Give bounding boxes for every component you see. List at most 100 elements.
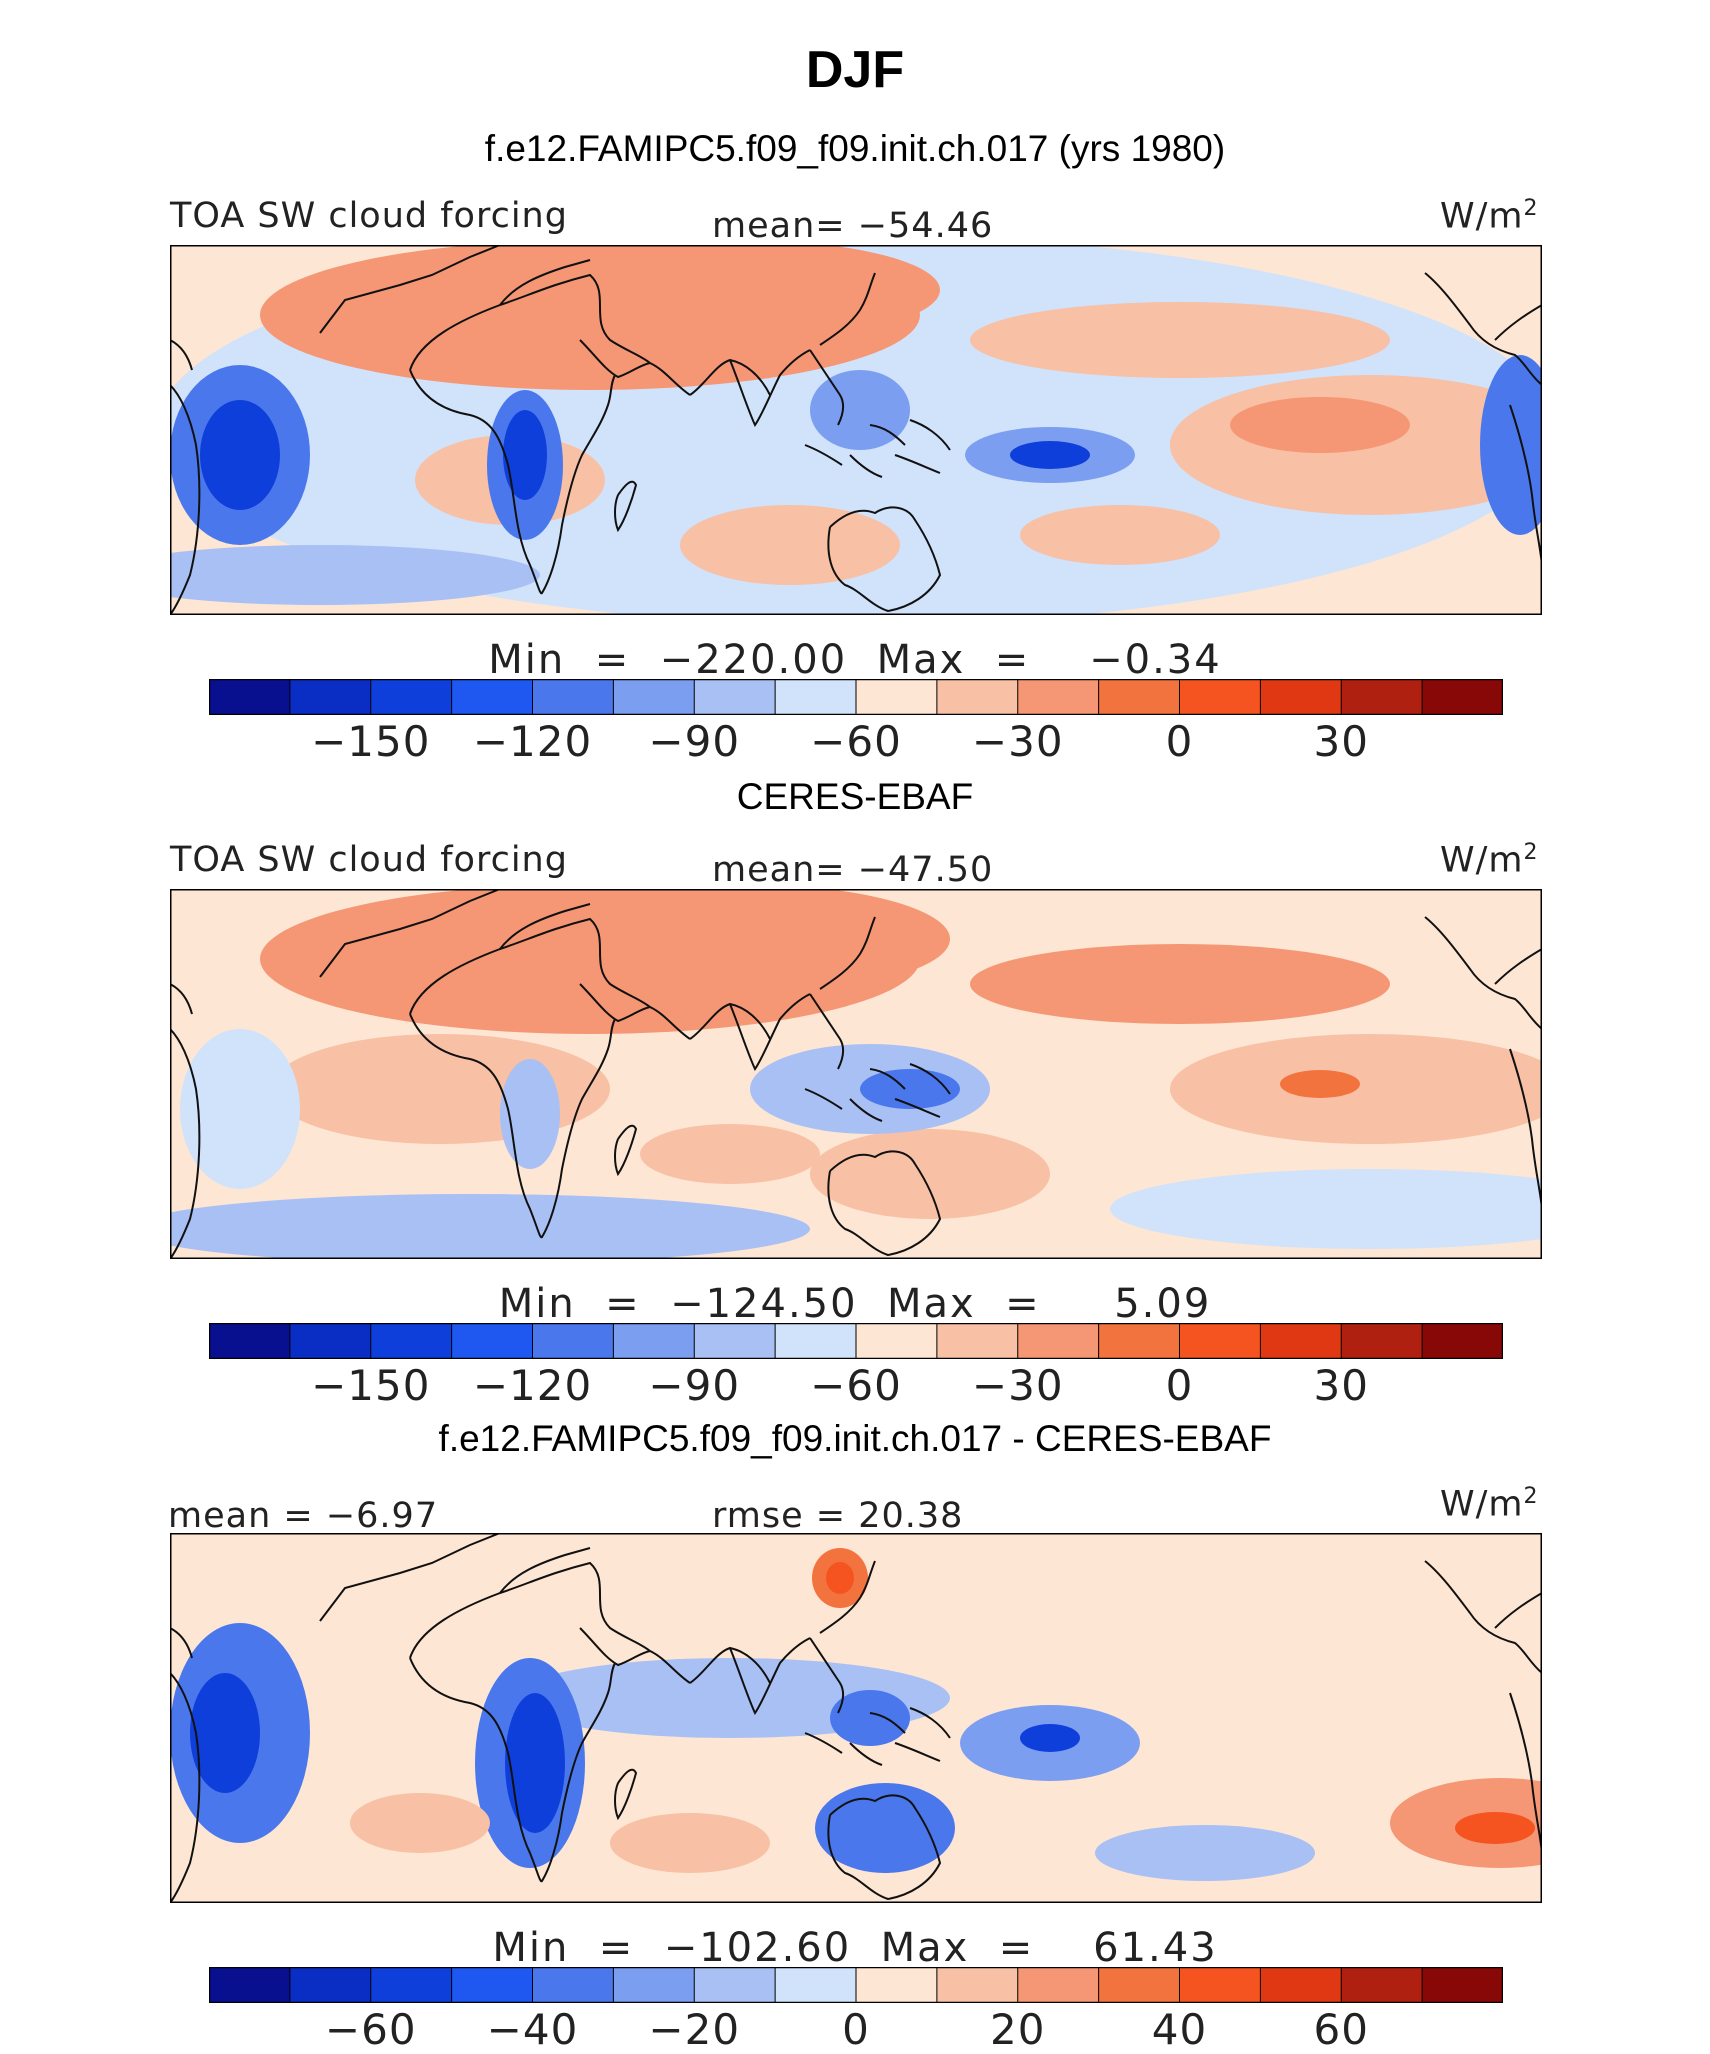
coastline: [170, 983, 193, 1015]
contour-region: [810, 370, 910, 450]
panel-2-map: [170, 889, 1542, 1259]
colorbar-box: [1179, 678, 1262, 716]
contour-region: [970, 302, 1390, 378]
contour-region: [1455, 1812, 1535, 1844]
panel-1-minmax: Min = −220.00 Max = −0.34: [488, 637, 1222, 683]
colorbar-tick-label: −30: [971, 1361, 1064, 1410]
colorbar-box: [1340, 678, 1424, 716]
coastline: [409, 1561, 651, 1659]
coastline: [579, 1627, 691, 1684]
colorbar-box: [1017, 1966, 1100, 2004]
map-frame: [170, 1533, 1542, 1903]
panel-3-map: [170, 1533, 1542, 1903]
coastline: [827, 506, 942, 613]
coastline: [1494, 948, 1542, 985]
panel-2-colorbar: [208, 1322, 1504, 1360]
coastline: [809, 349, 845, 426]
colorbar-box: [1421, 678, 1504, 716]
colorbar-frame: [208, 1966, 1504, 2004]
colorbar-tick-label: −60: [324, 2005, 417, 2054]
coastline: [819, 272, 876, 346]
colorbar-box: [289, 678, 372, 716]
colorbar-box: [1098, 678, 1181, 716]
contour-region: [505, 1693, 565, 1833]
coastline: [499, 1547, 591, 1594]
contour-region: [180, 1029, 300, 1189]
panel-3-header: f.e12.FAMIPC5.f09_f09.init.ch.017 - CERE…: [438, 1418, 1272, 1459]
panel-3-rmse-label: rmse = 20.38: [712, 1496, 964, 1536]
coastline: [1509, 1692, 1542, 1854]
coastline: [170, 1672, 201, 1903]
colorbar-tick-label: −20: [648, 2005, 741, 2054]
colorbar-tick-label: 30: [1313, 717, 1369, 766]
coastline: [827, 1794, 942, 1901]
panel-1-colorbar: [208, 678, 1504, 716]
colorbar-box: [451, 678, 534, 716]
coastline: [849, 1742, 883, 1766]
coastline: [1509, 404, 1542, 566]
colorbar-tick-label: −90: [648, 717, 741, 766]
coastline: [579, 983, 691, 1040]
colorbar-tick-label: 30: [1313, 1361, 1369, 1410]
colorbar-box: [208, 1322, 291, 1360]
colorbar-tick-label: 0: [1165, 717, 1194, 766]
contour-region: [1110, 1169, 1542, 1249]
contour-region: [810, 1129, 1050, 1219]
coastline: [319, 245, 501, 334]
coastlines: [170, 889, 1542, 1259]
panel-2-header: CERES-EBAF: [736, 776, 974, 817]
coastline: [409, 273, 651, 371]
coastline: [409, 1657, 616, 1883]
colorbar-box: [451, 1966, 534, 2004]
coastline: [804, 444, 843, 466]
colorbar-box: [1421, 1322, 1504, 1360]
colorbar-box: [693, 1322, 777, 1360]
coastline: [809, 993, 845, 1070]
coastline: [1494, 1592, 1542, 1629]
colorbar-box: [532, 1966, 615, 2004]
coastline: [849, 454, 883, 478]
colorbar-box: [1179, 1322, 1262, 1360]
colorbar-frame: [208, 678, 1504, 716]
coastline: [729, 1637, 811, 1715]
colorbar-box: [774, 1322, 857, 1360]
contour-region: [815, 1783, 955, 1873]
coastline: [827, 1150, 942, 1257]
panel-3-colorbar: [208, 1966, 1504, 2004]
contour-region: [350, 1793, 490, 1853]
colorbar-svg: [208, 1322, 1504, 1360]
coastline: [804, 1732, 843, 1754]
colorbar-box: [370, 1322, 453, 1360]
contour-region: [830, 1690, 910, 1746]
panel-1-map: [170, 245, 1542, 615]
colorbar-frame: [208, 1322, 1504, 1360]
coastline: [170, 1028, 201, 1259]
contour-region: [503, 410, 547, 500]
colorbar-svg: [208, 1966, 1504, 2004]
coastline: [409, 1013, 616, 1239]
coastline: [869, 424, 906, 446]
colorbar-box: [208, 678, 291, 716]
coastline: [1494, 304, 1542, 341]
contour-region: [190, 1673, 260, 1793]
coastline: [1424, 1560, 1542, 1674]
coastline: [809, 1637, 845, 1714]
colorbar-box: [612, 1966, 696, 2004]
contour-region: [540, 245, 940, 340]
coastline: [1424, 272, 1542, 386]
coastline: [729, 349, 811, 427]
coastline: [894, 454, 941, 474]
colorbar-box: [1340, 1966, 1424, 2004]
colorbar-tick-label: −120: [472, 717, 593, 766]
colorbar-box: [1098, 1966, 1181, 2004]
contour-region: [200, 400, 280, 510]
coastline: [909, 1707, 951, 1739]
coastline: [614, 1768, 638, 1821]
contour-region: [1480, 355, 1542, 535]
coastline: [869, 1068, 906, 1090]
colorbar-box: [855, 678, 938, 716]
colorbar-box: [1421, 1966, 1504, 2004]
coastline: [849, 1098, 883, 1122]
panel-1-header: f.e12.FAMIPC5.f09_f09.init.ch.017 (yrs 1…: [484, 128, 1226, 169]
colorbar-box: [289, 1966, 372, 2004]
